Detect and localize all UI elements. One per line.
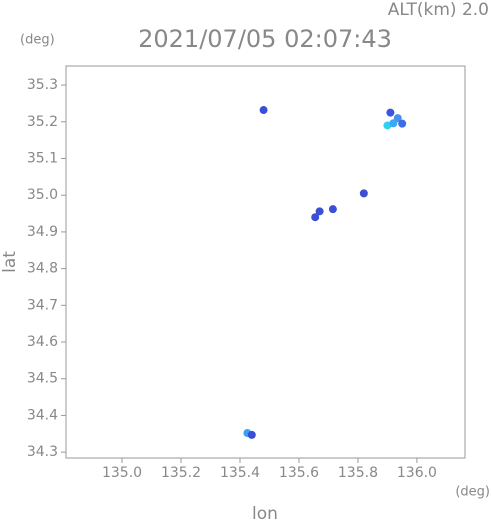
- x-tick-label: 135.4: [220, 465, 260, 481]
- x-tick-label: 136.0: [397, 465, 437, 481]
- x-unit: (deg): [455, 485, 490, 500]
- x-tick-label: 135.6: [279, 465, 319, 481]
- echo-point: [259, 106, 268, 115]
- y-tick-label: 35.0: [27, 187, 58, 203]
- y-tick-label: 34.6: [27, 334, 58, 350]
- x-tick-label: 135.0: [102, 465, 142, 481]
- y-tick-label: 35.1: [27, 150, 58, 166]
- echo-point: [247, 430, 256, 439]
- y-tick-label: 35.2: [27, 114, 58, 130]
- echo-point: [315, 207, 324, 216]
- echo-point: [386, 108, 395, 117]
- y-axis-label: lat: [0, 251, 20, 273]
- echo-point: [398, 119, 407, 128]
- x-axis-label: lon: [252, 504, 278, 521]
- echo-point: [389, 119, 398, 128]
- y-tick-label: 34.5: [27, 371, 58, 387]
- y-tick-label: 34.8: [27, 261, 58, 277]
- chart-subtitle: ALT(km) 2.0: [388, 0, 489, 20]
- y-tick-label: 34.9: [27, 224, 58, 240]
- y-unit: (deg): [20, 33, 55, 48]
- x-tick-label: 135.2: [161, 465, 201, 481]
- y-tick-label: 35.3: [27, 77, 58, 93]
- echo-point: [328, 205, 337, 214]
- y-tick-label: 34.4: [27, 407, 58, 423]
- y-tick-label: 34.7: [27, 297, 58, 313]
- echo-point: [311, 213, 320, 222]
- y-tick-label: 34.3: [27, 444, 58, 460]
- echo-point: [359, 189, 368, 198]
- x-tick-label: 135.8: [338, 465, 378, 481]
- chart-title: 2021/07/05 02:07:43: [138, 25, 392, 53]
- plot-frame: [65, 65, 466, 459]
